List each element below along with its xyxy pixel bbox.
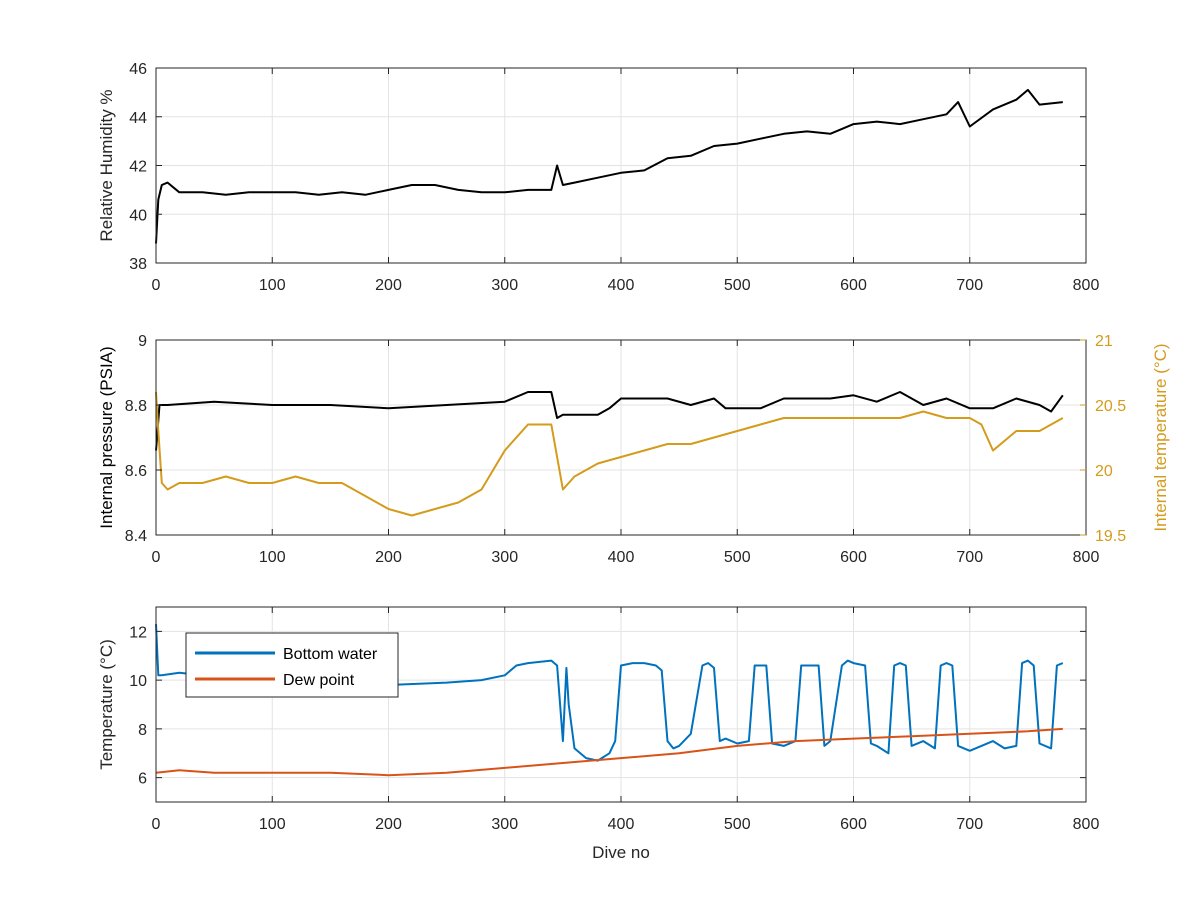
- x-tick-label: 300: [491, 549, 518, 566]
- x-tick-label: 400: [608, 816, 635, 833]
- x-tick-label: 600: [840, 549, 867, 566]
- x-tick-label: 200: [375, 816, 402, 833]
- series-line-0: [155, 88, 1063, 244]
- x-tick-label: 500: [724, 277, 751, 294]
- y-tick-label: 46: [129, 61, 147, 78]
- x-tick-label: 100: [259, 277, 286, 294]
- y-tick-label: 44: [129, 110, 147, 127]
- y-tick-label: 42: [129, 159, 147, 176]
- x-tick-label: 400: [608, 549, 635, 566]
- y-right-tick-label: 20.5: [1095, 398, 1126, 415]
- x-tick-label: 0: [152, 549, 161, 566]
- y-tick-label: 8: [138, 722, 147, 739]
- x-tick-label: 200: [375, 549, 402, 566]
- y-right-tick-label: 20: [1095, 463, 1113, 480]
- series-line-0: [155, 391, 1064, 451]
- x-tick-label: 600: [840, 816, 867, 833]
- y-axis-label: Internal pressure (PSIA): [97, 346, 116, 528]
- x-tick-label: 100: [259, 816, 286, 833]
- x-tick-label: 700: [956, 549, 983, 566]
- y-tick-label: 40: [129, 207, 147, 224]
- series-line-1: [155, 391, 1064, 517]
- y-right-tick-label: 19.5: [1095, 528, 1126, 545]
- y-axis-label: Temperature (°C): [97, 639, 116, 770]
- y-axis-label-right: Internal temperature (°C): [1151, 343, 1170, 531]
- y-tick-label: 8.6: [125, 463, 147, 480]
- x-tick-label: 300: [491, 277, 518, 294]
- y-tick-label: 8.4: [125, 528, 147, 545]
- x-tick-label: 0: [152, 816, 161, 833]
- x-tick-label: 600: [840, 277, 867, 294]
- y-right-tick-label: 21: [1095, 333, 1113, 350]
- panel-temperature: 0 100 200 300 400 500 600 700 800 6 8 10 12 Temperatu…: [97, 606, 1100, 862]
- y-axis-label: Relative Humidity %: [97, 89, 116, 241]
- legend: Bottom water Dew point: [185, 632, 399, 698]
- y-tick-label: 10: [129, 673, 147, 690]
- panel-relative-humidity: 0 100 200 300 400 500 600 700 800 38 40 42 44 46 Relat…: [97, 61, 1099, 294]
- x-tick-label: 500: [724, 816, 751, 833]
- x-tick-label: 700: [956, 816, 983, 833]
- x-tick-label: 0: [152, 277, 161, 294]
- x-axis-label: Dive no: [592, 843, 650, 862]
- series-line-1: [155, 727, 1063, 777]
- legend-label: Dew point: [283, 672, 355, 689]
- x-tick-label: 100: [259, 549, 286, 566]
- series-line-0: [155, 624, 1064, 762]
- y-tick-label: 38: [129, 256, 147, 273]
- x-tick-label: 700: [956, 277, 983, 294]
- x-tick-label: 500: [724, 549, 751, 566]
- y-tick-label: 12: [129, 624, 147, 641]
- y-tick-label: 9: [138, 333, 147, 350]
- x-tick-label: 800: [1073, 277, 1100, 294]
- x-tick-label: 300: [491, 816, 518, 833]
- legend-box: [185, 632, 399, 698]
- y-tick-label: 8.8: [125, 398, 147, 415]
- x-tick-label: 800: [1073, 549, 1100, 566]
- y-tick-label: 6: [138, 771, 147, 788]
- legend-label: Bottom water: [283, 646, 378, 663]
- x-tick-label: 200: [375, 277, 402, 294]
- panel-internal-pressure-temperature: 0 100 200 300 400 500 600 700 800 8.4 8.6 8.8 9 19.5 2…: [97, 333, 1170, 566]
- x-tick-label: 400: [608, 277, 635, 294]
- x-tick-label: 800: [1073, 816, 1100, 833]
